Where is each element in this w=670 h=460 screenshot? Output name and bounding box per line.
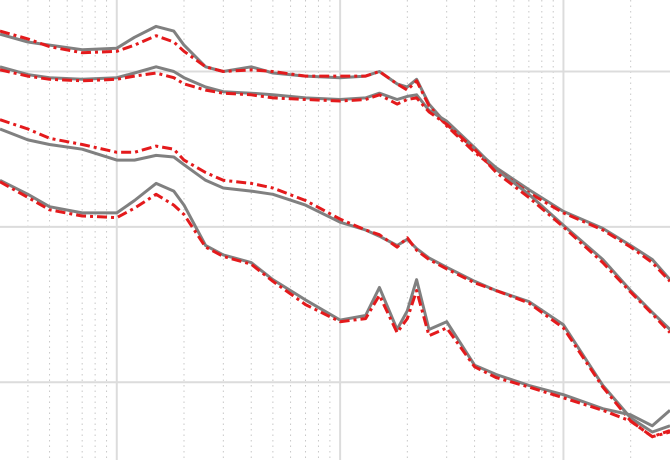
line — [0, 178, 670, 428]
line — [0, 65, 670, 331]
line — [0, 127, 670, 434]
line — [0, 24, 670, 281]
line — [0, 118, 670, 439]
line — [0, 68, 670, 334]
line — [0, 29, 670, 283]
line — [0, 180, 670, 439]
